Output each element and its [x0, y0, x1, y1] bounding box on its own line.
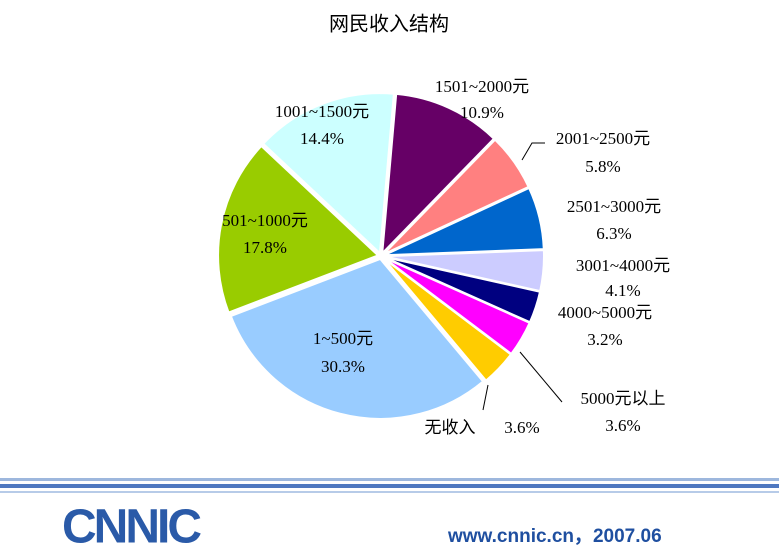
slice-label: 1001~1500元 — [275, 102, 369, 121]
footer-text: www.cnnic.cn，2007.06 — [447, 526, 662, 547]
value-label: 17.8% — [243, 238, 287, 257]
slice-label: 1~500元 — [313, 329, 373, 348]
pie-slice — [261, 92, 395, 256]
pie-slice — [383, 186, 545, 257]
leader-line — [519, 351, 563, 403]
pie — [217, 92, 545, 420]
value-label: 3.2% — [587, 330, 622, 349]
slice-label: 2501~3000元 — [567, 197, 661, 216]
pie-slice — [382, 257, 513, 383]
rule — [0, 491, 779, 493]
pie-slice — [382, 138, 530, 256]
rule — [0, 478, 779, 481]
footer-lines — [0, 478, 779, 493]
pie-slice — [217, 144, 380, 314]
value-label: 6.3% — [596, 224, 631, 243]
value-label: 30.3% — [321, 357, 365, 376]
slice-label: 无收入 — [425, 418, 476, 437]
pie-slice — [381, 92, 496, 256]
chart-title: 网民收入结构 — [329, 13, 449, 36]
value-label: 5.8% — [585, 157, 620, 176]
value-label: 3.6% — [605, 416, 640, 435]
slice-label: 3001~4000元 — [576, 256, 670, 275]
rule — [0, 484, 779, 488]
leader-line — [482, 384, 489, 411]
logo: CNNIC — [62, 501, 201, 552]
slice-label: 2001~2500元 — [556, 129, 650, 148]
slice-label: 4000~5000元 — [558, 303, 652, 322]
value-label: 3.6% — [504, 418, 539, 437]
leader-line — [521, 142, 545, 161]
slice-label: 1501~2000元 — [435, 77, 529, 96]
value-label: 14.4% — [300, 129, 344, 148]
value-label: 10.9% — [460, 103, 504, 122]
leader-lines — [482, 142, 563, 411]
value-label: 4.1% — [605, 281, 640, 300]
slice-label: 5000元以上 — [581, 389, 666, 408]
slice-label: 501~1000元 — [222, 211, 308, 230]
pie-slice — [229, 257, 485, 420]
